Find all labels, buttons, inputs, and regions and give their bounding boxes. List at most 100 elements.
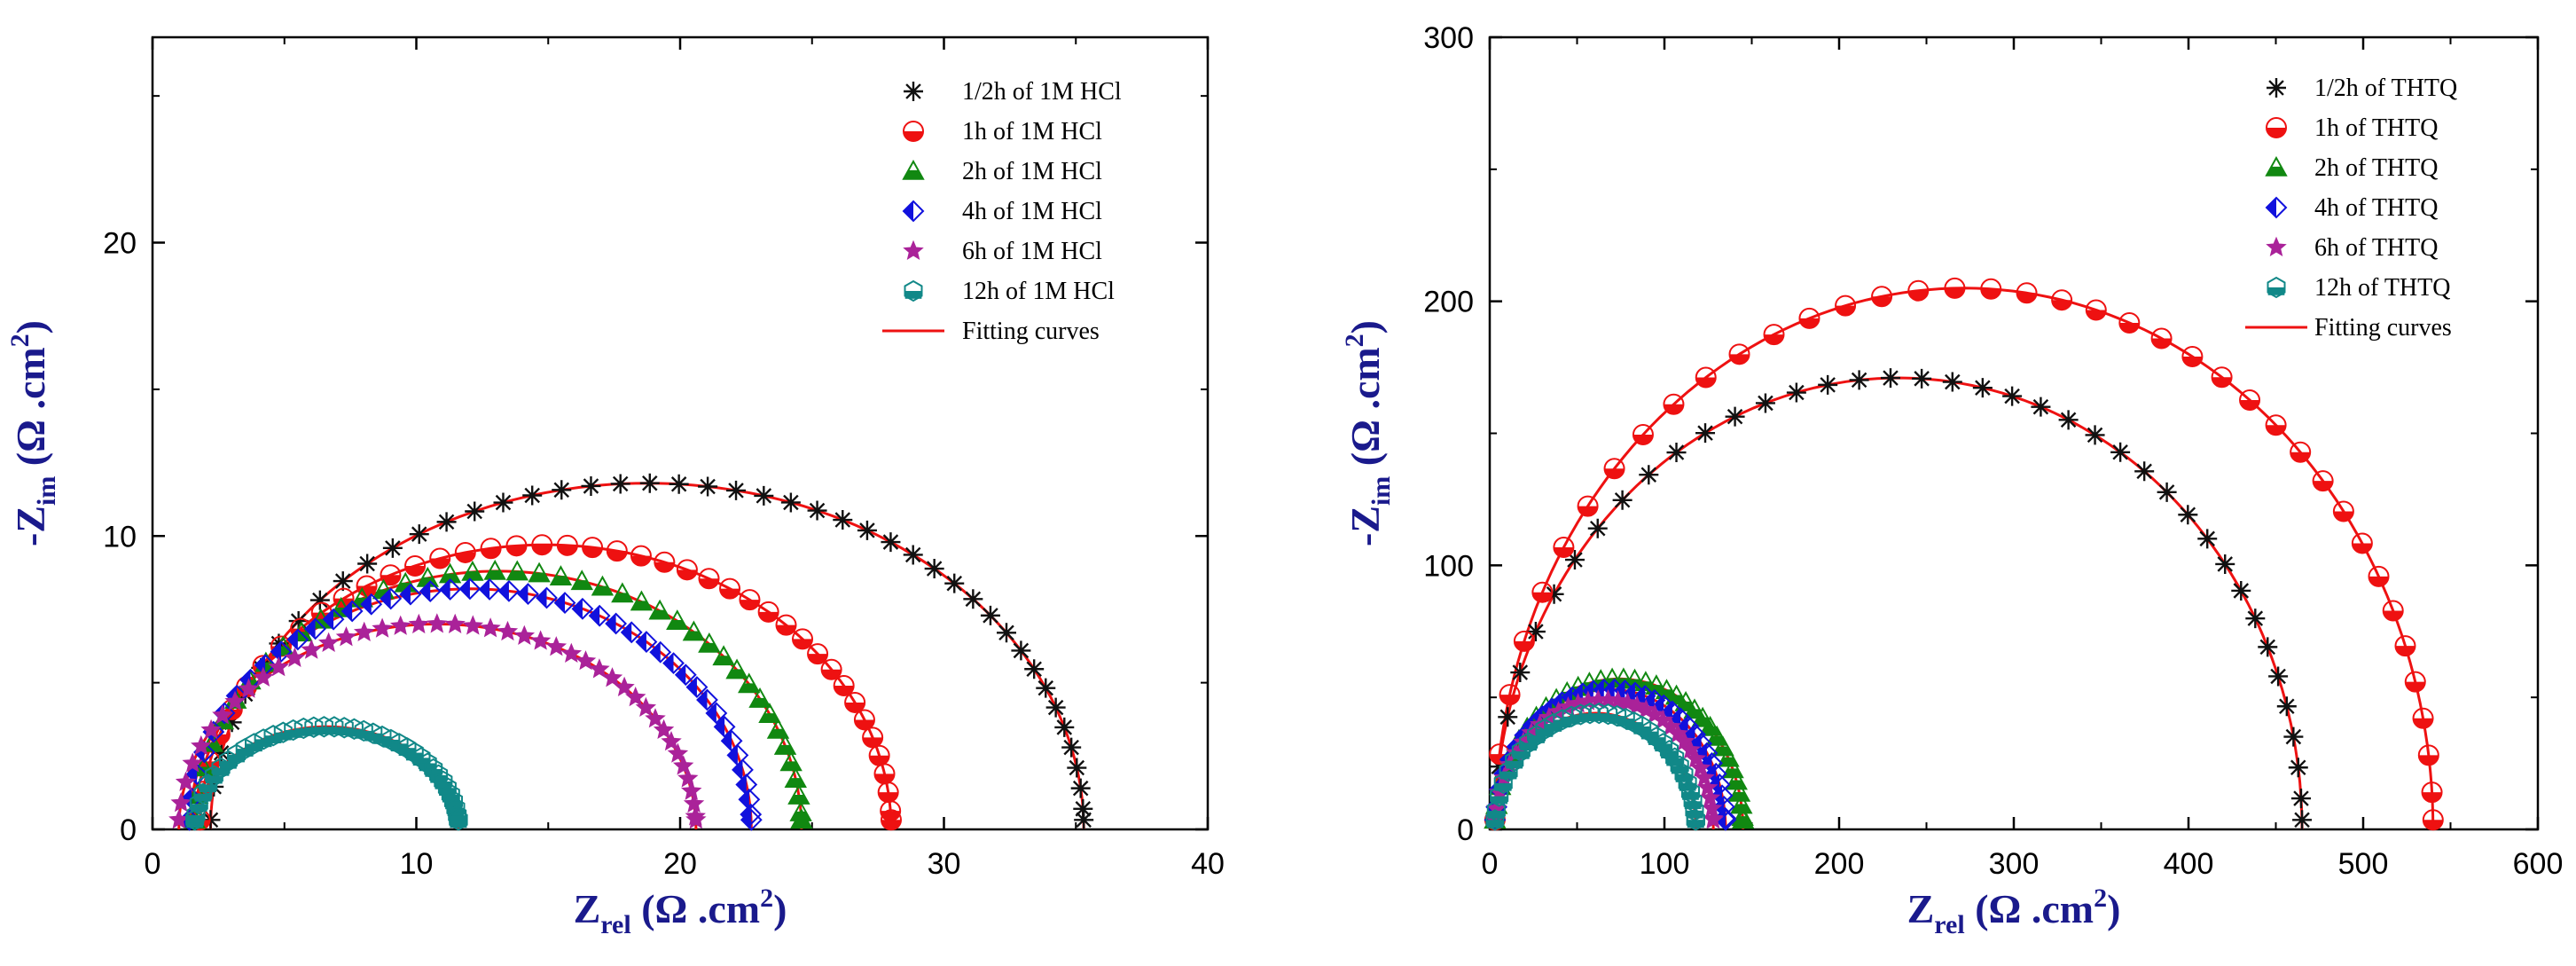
- fit-curve-1h-of-thtq: [1493, 287, 2435, 830]
- data-point: [2421, 781, 2443, 804]
- data-point: [2351, 532, 2373, 554]
- data-point: [2332, 500, 2354, 522]
- data-point: [996, 623, 1016, 643]
- data-point: [873, 763, 896, 785]
- data-point: [436, 512, 457, 532]
- data-point: [2215, 554, 2235, 574]
- x-axis-label: Zrel (Ω .cm2): [1907, 884, 2121, 939]
- data-point: [2150, 327, 2173, 349]
- data-point: [2290, 441, 2312, 463]
- legend-marker: [904, 279, 923, 302]
- data-point: [529, 630, 552, 650]
- data-point: [1871, 286, 1893, 308]
- series-6h-of-1m-hcl: [168, 613, 707, 829]
- data-point: [1942, 372, 1962, 392]
- data-point: [505, 535, 528, 557]
- data-point: [1881, 368, 1900, 389]
- data-point: [1980, 278, 2002, 300]
- axis-label-sub: rel: [1934, 910, 1964, 939]
- legend-marker: [2266, 236, 2287, 256]
- data-point: [2382, 600, 2404, 622]
- data-point: [2002, 386, 2023, 406]
- data-point: [833, 510, 853, 530]
- data-point: [1786, 382, 1806, 403]
- data-point: [740, 808, 763, 831]
- axis-label-units: (Ω .cm: [1343, 347, 1388, 475]
- data-point: [263, 725, 283, 747]
- data-point: [844, 691, 866, 713]
- data-point: [1731, 808, 1755, 829]
- legend-label: 1h of 1M HCl: [962, 118, 1102, 145]
- data-point: [685, 676, 709, 698]
- legend-marker: [2265, 155, 2288, 177]
- data-point: [2058, 410, 2079, 430]
- data-point: [748, 687, 771, 708]
- data-point: [322, 608, 345, 631]
- data-point: [528, 562, 551, 583]
- x-tick-label: 400: [2164, 847, 2214, 881]
- data-point: [2368, 565, 2390, 587]
- data-point: [620, 621, 643, 644]
- axis-label-sup: 2: [2094, 884, 2107, 913]
- data-point: [2118, 311, 2141, 334]
- data-point: [238, 678, 260, 698]
- legend-label: 12h of THTQ: [2314, 274, 2450, 302]
- data-point: [698, 476, 718, 497]
- data-point: [2051, 289, 2073, 311]
- axis-label-close: ): [8, 320, 53, 334]
- legend: 1/2h of THTQ 1h of THTQ 2h of THTQ 4h of TH…: [2245, 75, 2457, 342]
- data-point: [1698, 715, 1722, 736]
- legend-marker: [903, 240, 924, 260]
- y-tick-label: 200: [1423, 286, 1474, 319]
- data-point: [1763, 324, 1785, 346]
- data-point: [2283, 726, 2304, 747]
- axis-label-sup: 2: [1340, 334, 1369, 347]
- data-point: [1544, 584, 1564, 604]
- data-point: [698, 568, 720, 590]
- x-tick-label: 600: [2513, 847, 2564, 881]
- data-point: [1011, 640, 1031, 661]
- data-point: [1725, 406, 1745, 427]
- data-point: [1612, 490, 1633, 510]
- data-point: [738, 672, 761, 694]
- data-point: [1972, 378, 1993, 398]
- data-point: [2312, 470, 2334, 492]
- data-point: [667, 742, 689, 763]
- data-point: [605, 612, 628, 635]
- legend-label: 1h of THTQ: [2314, 114, 2438, 142]
- series-1-2h-of-thtq: [1484, 368, 2313, 830]
- data-point: [1577, 495, 1599, 517]
- data-point: [372, 617, 393, 638]
- data-point: [1695, 366, 1717, 389]
- data-point: [268, 656, 289, 677]
- data-point: [556, 534, 578, 556]
- data-point: [1054, 717, 1075, 737]
- legend-marker: [2265, 196, 2288, 219]
- axis-label-sub: rel: [600, 910, 630, 939]
- data-point: [419, 580, 442, 602]
- data-point: [212, 704, 233, 725]
- data-point: [630, 590, 654, 611]
- legend-label: 6h of 1M HCl: [962, 238, 1102, 265]
- legend-label: 2h of THTQ: [2314, 154, 2438, 182]
- data-point: [674, 664, 697, 687]
- data-point: [170, 792, 192, 813]
- data-point: [635, 631, 658, 654]
- data-point: [645, 708, 666, 728]
- y-axis-label: -Zim (Ω .cm2): [5, 320, 61, 546]
- fit-curve-1-2h-of-1m-hcl: [209, 482, 1085, 830]
- data-point: [1686, 809, 1705, 831]
- data-point: [325, 716, 344, 738]
- data-point: [980, 605, 1000, 625]
- data-point: [881, 809, 902, 831]
- data-point: [1849, 370, 1869, 390]
- axis-label-units: (Ω .cm: [1965, 886, 2094, 931]
- axis-label-close: ): [773, 886, 787, 931]
- x-tick-label: 0: [1482, 847, 1499, 881]
- data-point: [334, 717, 354, 739]
- x-tick-label: 0: [145, 847, 161, 881]
- data-point: [408, 613, 429, 634]
- data-point: [661, 730, 682, 751]
- data-point: [531, 534, 553, 556]
- legend-label: 6h of THTQ: [2314, 234, 2438, 262]
